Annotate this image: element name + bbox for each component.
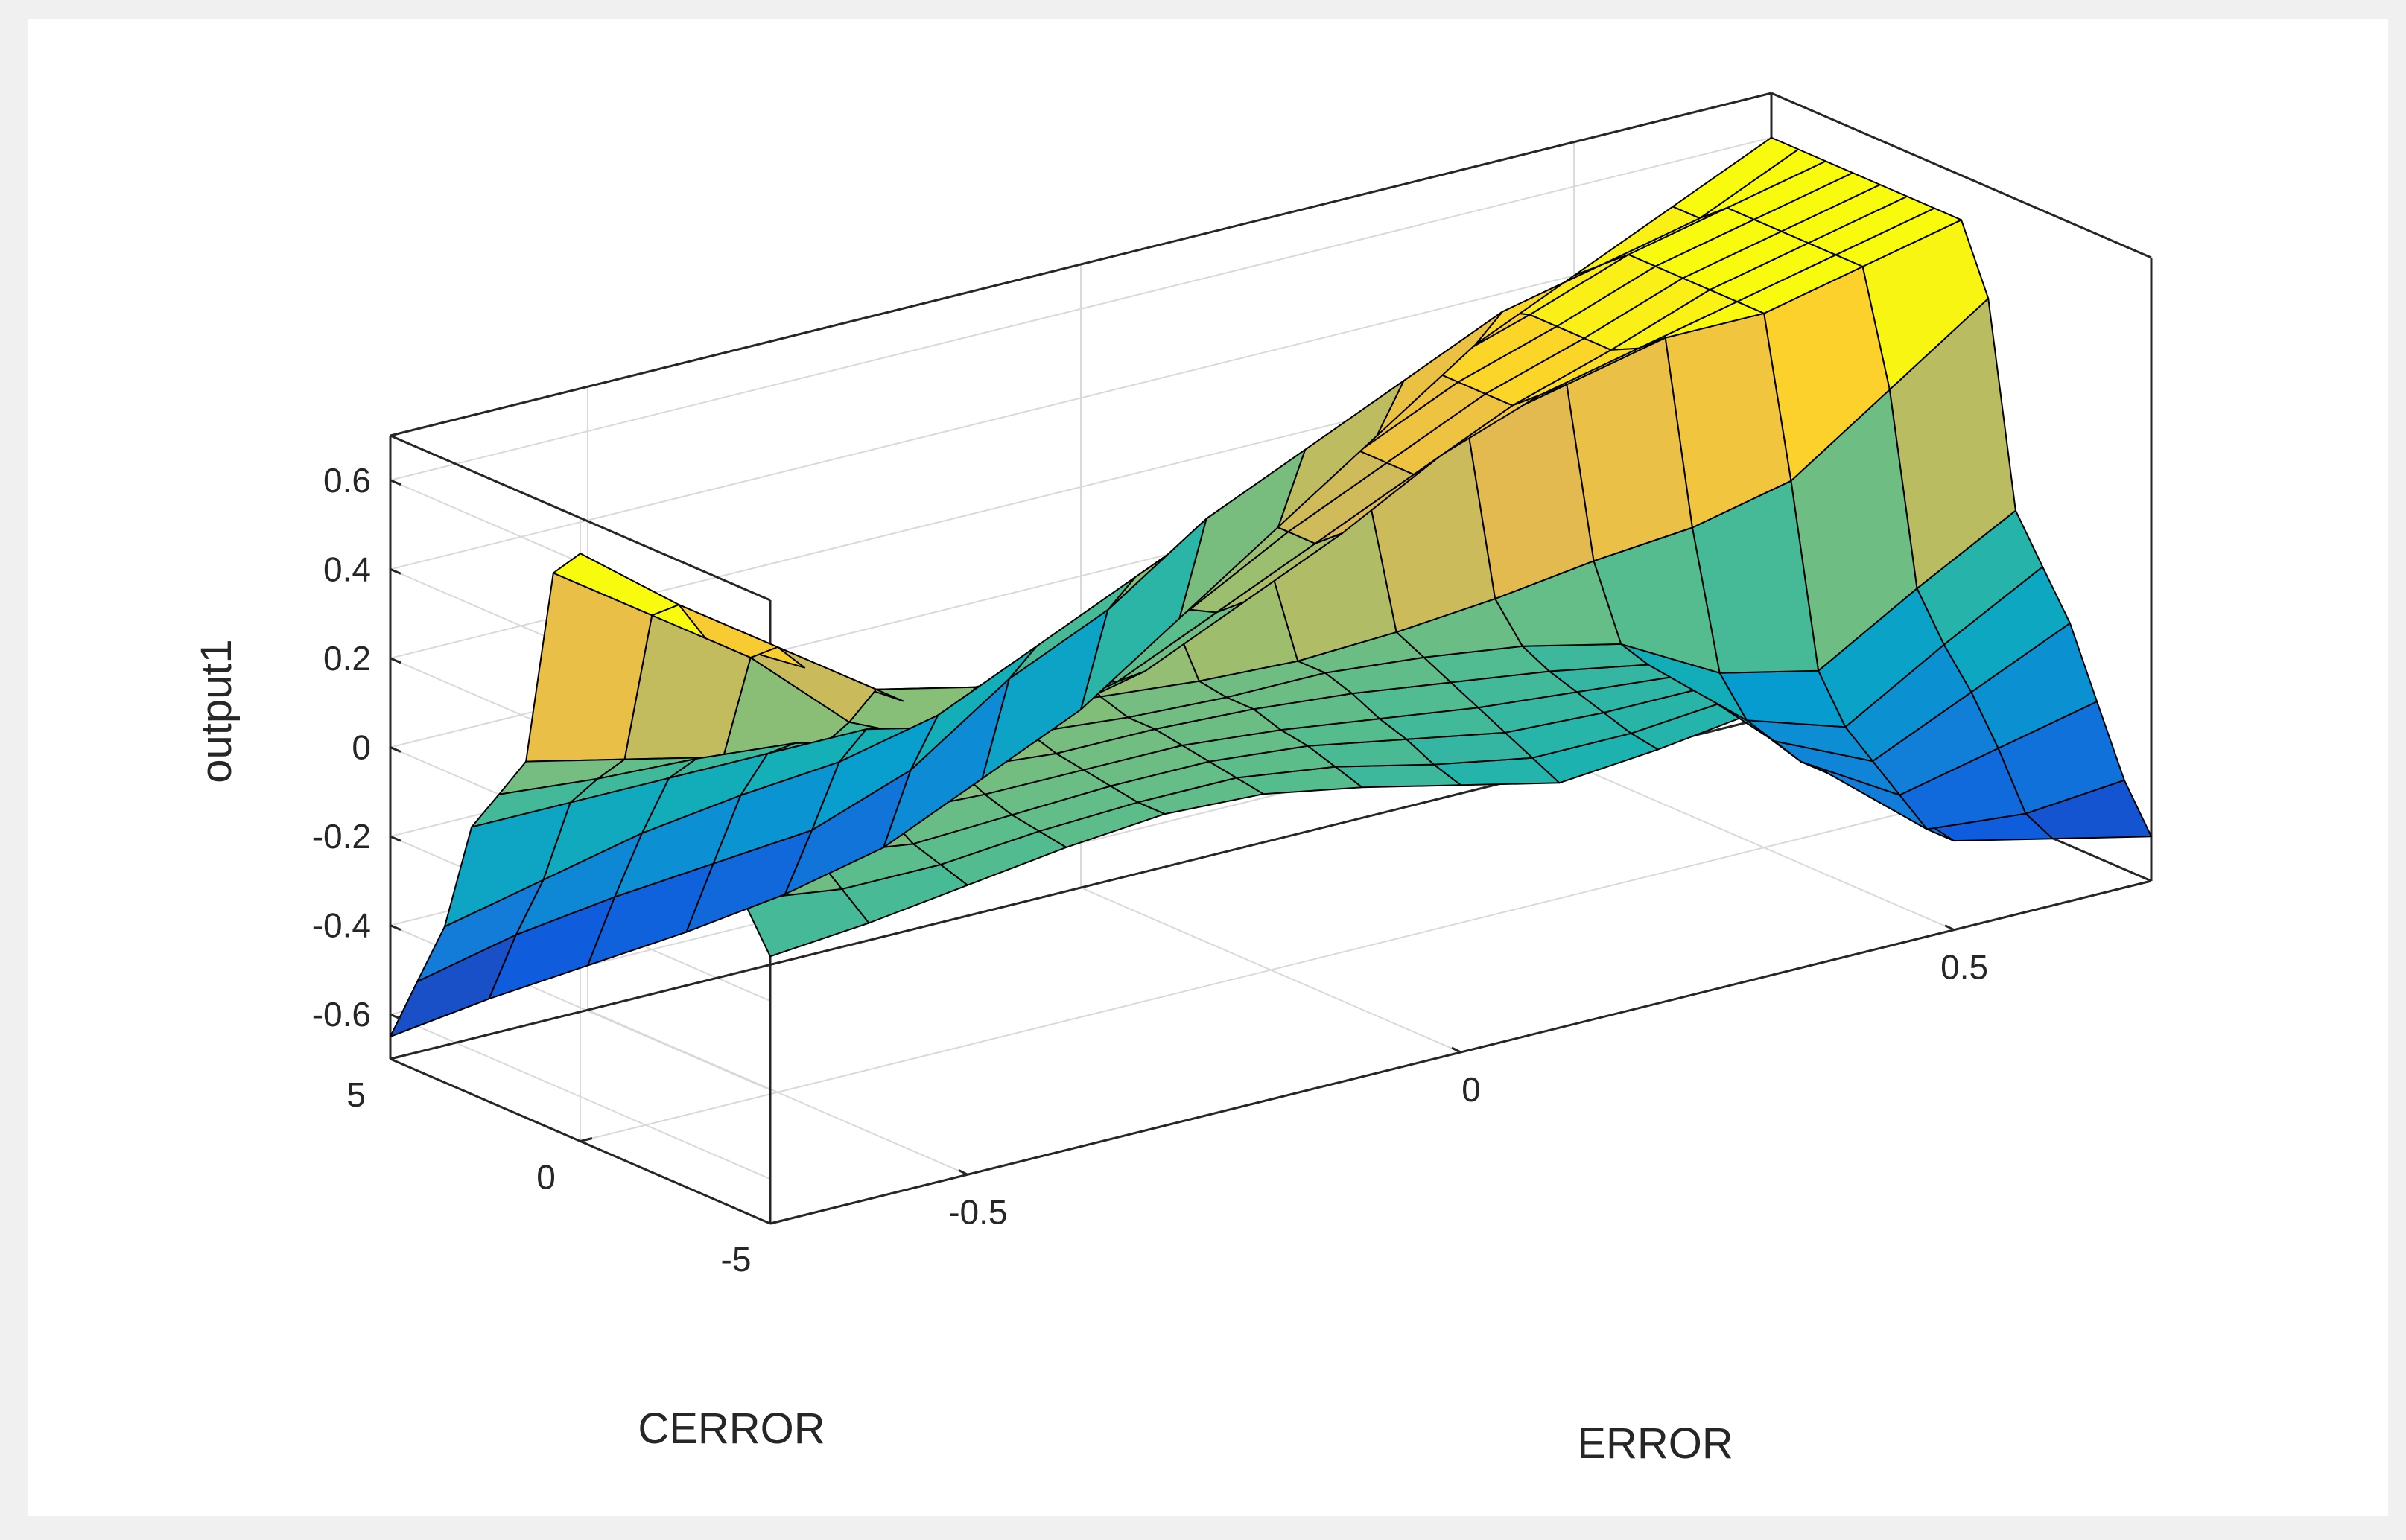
- y-tick-label: -5: [721, 1240, 752, 1279]
- y-tick: [390, 1054, 403, 1060]
- z-tick-label: 0: [352, 728, 371, 767]
- z-tick-label: 0.6: [323, 461, 371, 500]
- z-tick: [390, 746, 401, 753]
- box-edge: [390, 92, 1772, 437]
- x-tick: [958, 1168, 968, 1176]
- z-tick: [390, 835, 401, 842]
- z-tick-label: -0.4: [312, 906, 371, 945]
- box-edge: [390, 434, 771, 602]
- x-tick-label: 0: [1461, 1070, 1481, 1109]
- y-tick-label: 0: [536, 1158, 556, 1197]
- z-tick-label: 0.2: [323, 639, 371, 678]
- ticks: -0.6 -0.4 -0.2 0 0.2 0.4 0.6 -0.5 0 0.5 -5 0 5: [312, 461, 1988, 1279]
- z-tick: [390, 567, 401, 575]
- surface-mesh: [390, 136, 2152, 1038]
- x-tick-label: -0.5: [948, 1192, 1007, 1231]
- y-tick: [580, 1137, 593, 1142]
- z-tick: [390, 479, 401, 486]
- x-tick: [1944, 924, 1955, 932]
- box-edge: [1771, 92, 2152, 259]
- x-tick-label: 0.5: [1940, 948, 1988, 987]
- y-tick: [769, 1219, 783, 1225]
- z-tick-label: -0.2: [312, 817, 371, 856]
- y-axis-label: CERROR: [638, 1404, 825, 1453]
- z-tick-label: -0.6: [312, 995, 371, 1034]
- x-tick: [1451, 1046, 1461, 1054]
- y-tick-label: 5: [346, 1075, 366, 1114]
- x-axis-label: ERROR: [1577, 1419, 1733, 1468]
- z-tick-label: 0.4: [323, 550, 371, 588]
- z-axis-label: output1: [192, 639, 241, 783]
- z-tick: [390, 1013, 401, 1020]
- z-tick: [390, 924, 401, 932]
- z-tick: [390, 657, 401, 664]
